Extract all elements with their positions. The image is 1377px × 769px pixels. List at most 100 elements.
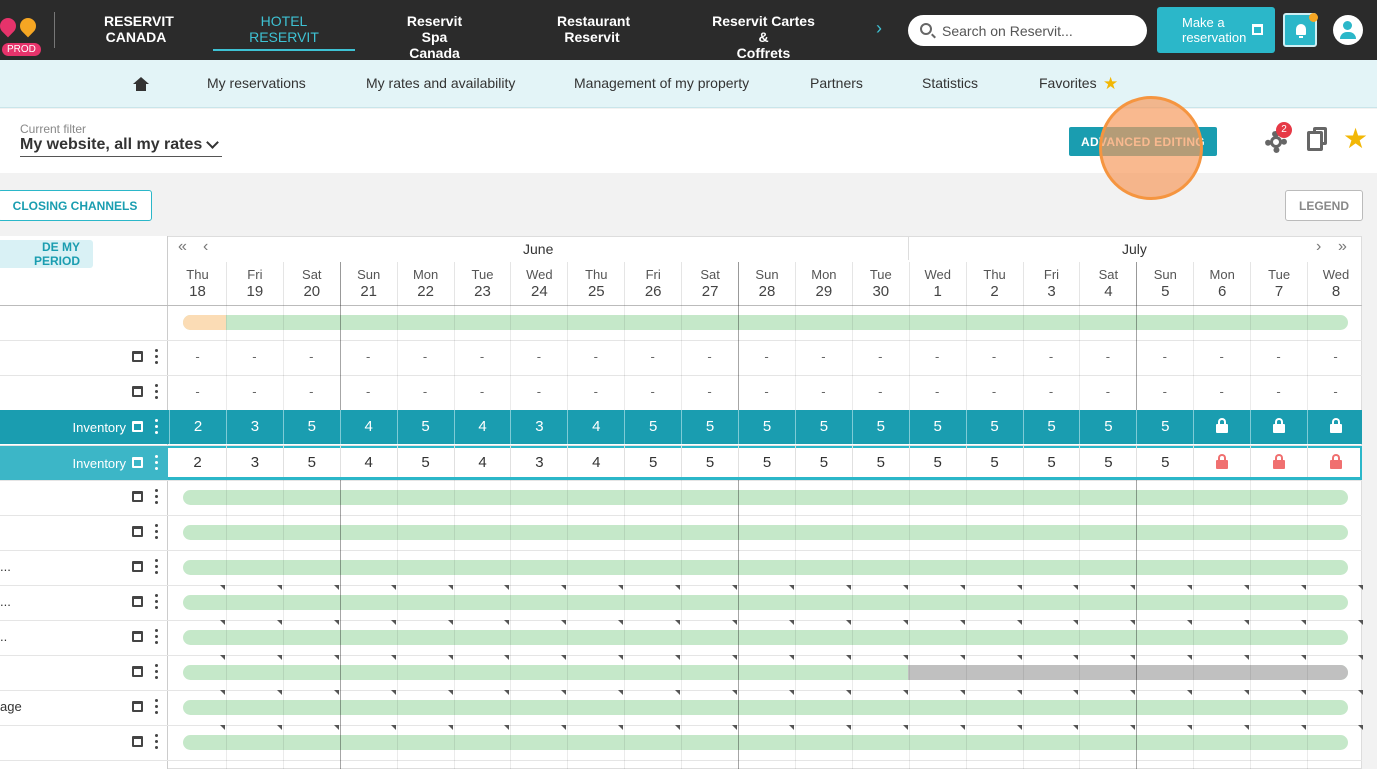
inventory-cell[interactable]: 4 <box>339 410 397 444</box>
search-box[interactable] <box>908 15 1147 46</box>
availability-bar[interactable] <box>183 490 1348 505</box>
inventory-cell[interactable]: 5 <box>681 446 738 480</box>
rate-cell[interactable]: - <box>593 349 598 364</box>
more-options-icon[interactable] <box>155 384 158 399</box>
inventory-cell[interactable]: 5 <box>738 446 795 480</box>
inventory-cell[interactable]: 5 <box>1136 446 1193 480</box>
notifications-button[interactable] <box>1283 13 1318 47</box>
subnav-item[interactable]: Statistics <box>922 75 979 91</box>
subnav-item[interactable]: Partners <box>810 75 863 91</box>
calendar-icon[interactable] <box>132 491 143 502</box>
subnav-item[interactable]: My rates and availability <box>366 75 516 91</box>
inventory-cell[interactable]: 3 <box>225 446 283 480</box>
inventory-cell[interactable]: 5 <box>624 446 681 480</box>
rate-cell[interactable]: - <box>1333 349 1338 364</box>
day-header[interactable]: Mon 29 <box>794 262 852 305</box>
rate-cell[interactable]: - <box>1219 349 1224 364</box>
make-reservation-button[interactable]: Make a reservation <box>1157 7 1275 53</box>
calendar-icon[interactable] <box>132 386 143 397</box>
rate-cell[interactable]: - <box>935 384 940 399</box>
home-icon[interactable] <box>133 77 149 91</box>
reservit-logo[interactable]: PROD <box>0 10 46 58</box>
nav-tab[interactable]: Reservit Spa Canada <box>395 13 474 61</box>
more-options-icon[interactable] <box>155 664 158 679</box>
inventory-cell[interactable]: 5 <box>965 446 1023 480</box>
inventory-cell[interactable]: 5 <box>1079 446 1136 480</box>
day-header[interactable]: Fri 26 <box>624 262 681 305</box>
rate-cell[interactable]: - <box>1219 384 1224 399</box>
inventory-cell[interactable]: 5 <box>794 446 852 480</box>
rate-cell[interactable]: - <box>878 384 883 399</box>
legend-button[interactable]: LEGEND <box>1285 190 1363 221</box>
inventory-cell[interactable] <box>1250 446 1307 480</box>
calendar-icon[interactable] <box>132 596 143 607</box>
inventory-cell[interactable]: 4 <box>567 410 624 444</box>
inventory-cell[interactable]: 5 <box>908 410 966 444</box>
more-options-icon[interactable] <box>155 524 158 539</box>
inventory-cell[interactable]: 5 <box>396 446 454 480</box>
rate-cell[interactable]: - <box>366 384 371 399</box>
day-header[interactable]: Sat 4 <box>1079 262 1136 305</box>
inventory-cell[interactable]: 5 <box>794 410 852 444</box>
inventory-cell[interactable] <box>1307 410 1364 444</box>
rate-cell[interactable]: - <box>593 384 598 399</box>
inventory-cell[interactable]: 5 <box>1079 410 1136 444</box>
availability-bar[interactable] <box>183 700 1348 715</box>
availability-bar[interactable] <box>183 315 1348 330</box>
rate-cell[interactable]: - <box>650 349 655 364</box>
inventory-cell[interactable]: 5 <box>851 410 909 444</box>
inventory-cell[interactable] <box>1193 410 1250 444</box>
day-header[interactable]: Tue 23 <box>453 262 511 305</box>
calendar-icon[interactable] <box>132 631 143 642</box>
inventory-cell[interactable]: 4 <box>339 446 397 480</box>
more-options-icon[interactable] <box>155 629 158 644</box>
rate-cell[interactable]: - <box>422 384 428 399</box>
calendar-icon[interactable] <box>132 421 143 432</box>
rate-cell[interactable]: - <box>878 349 883 364</box>
rate-cell[interactable]: - <box>991 384 997 399</box>
rate-cell[interactable]: - <box>309 384 314 399</box>
nav-tab[interactable]: HOTEL RESERVIT <box>213 13 355 51</box>
period-button[interactable]: DE MY PERIOD <box>0 240 93 268</box>
inventory-cell[interactable]: 5 <box>396 410 454 444</box>
day-header[interactable]: Sun 5 <box>1136 262 1193 305</box>
more-options-icon[interactable] <box>155 489 158 504</box>
day-header[interactable]: Sat 27 <box>681 262 738 305</box>
inventory-cell[interactable]: 5 <box>908 446 966 480</box>
day-header[interactable]: Tue 30 <box>851 262 909 305</box>
day-header[interactable]: Wed 1 <box>908 262 966 305</box>
inventory-cell[interactable]: 4 <box>567 446 624 480</box>
inventory-cell[interactable]: 5 <box>1022 410 1080 444</box>
calendar-icon[interactable] <box>132 736 143 747</box>
rate-cell[interactable]: - <box>935 349 940 364</box>
more-options-icon[interactable] <box>155 559 158 574</box>
inventory-cell[interactable]: 5 <box>282 410 340 444</box>
copy-icon[interactable] <box>1307 131 1323 151</box>
inventory-cell[interactable]: 3 <box>225 410 283 444</box>
rate-cell[interactable]: - <box>479 384 485 399</box>
rate-cell[interactable]: - <box>1276 349 1281 364</box>
nav-tab[interactable]: Reservit Cartes & Coffrets <box>709 13 818 61</box>
inventory-cell[interactable]: 5 <box>965 410 1023 444</box>
more-options-icon[interactable] <box>155 734 158 749</box>
nav-tab[interactable]: Restaurant Reservit <box>557 13 630 45</box>
day-header[interactable]: Sun 21 <box>339 262 397 305</box>
inventory-cell[interactable]: 4 <box>453 446 511 480</box>
rate-cell[interactable]: - <box>309 349 314 364</box>
calendar-icon[interactable] <box>132 561 143 572</box>
inventory-cell[interactable]: 2 <box>193 454 202 471</box>
more-options-icon[interactable] <box>155 349 158 364</box>
rate-cell[interactable]: - <box>366 349 371 364</box>
rate-cell[interactable]: - <box>252 384 257 399</box>
day-header[interactable]: Mon 22 <box>396 262 454 305</box>
day-header[interactable]: Thu 2 <box>965 262 1023 305</box>
rate-cell[interactable]: - <box>650 384 655 399</box>
rate-cell[interactable]: - <box>195 384 200 399</box>
calendar-icon[interactable] <box>132 457 143 468</box>
double-chevron-right-icon[interactable]: » <box>1338 238 1347 255</box>
more-options-icon[interactable] <box>155 594 158 609</box>
inventory-cell[interactable]: 5 <box>738 410 795 444</box>
rate-cell[interactable]: - <box>252 349 257 364</box>
day-header[interactable]: Mon 6 <box>1193 262 1250 305</box>
availability-bar[interactable] <box>183 735 1348 750</box>
